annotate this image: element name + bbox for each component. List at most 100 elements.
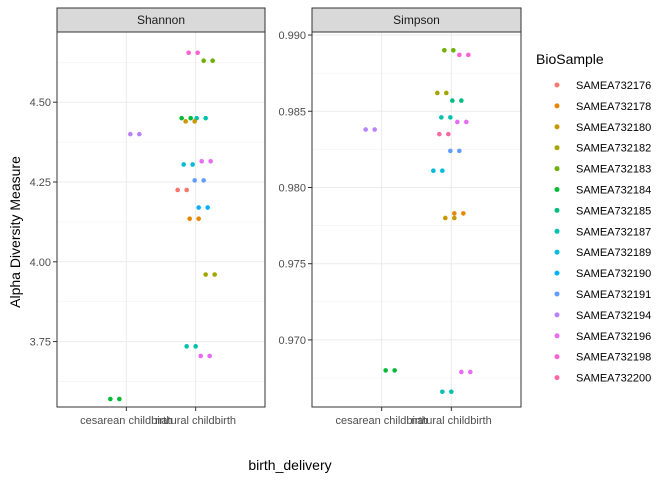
data-point <box>184 187 189 193</box>
facet-panels: Shannon 3.75 4.00 4.25 4.50 cesarean childbir… <box>30 7 522 427</box>
y-tick-label: 3.75 <box>30 337 51 349</box>
data-point <box>190 162 195 167</box>
facet-strip-label: Simpson <box>393 13 440 27</box>
legend-entry-label: SAMEA732183 <box>576 164 651 176</box>
legend-key <box>554 312 560 318</box>
data-point <box>205 205 210 210</box>
legend-entry-label: SAMEA732176 <box>576 80 651 92</box>
y-tick-label: 4.50 <box>30 97 51 109</box>
legend-entry-label: SAMEA732200 <box>576 373 651 385</box>
data-point <box>199 158 204 164</box>
data-point <box>457 52 462 58</box>
y-tick-label: 0.970 <box>278 335 306 347</box>
x-tick-label: cesarean childbirth <box>335 415 427 427</box>
data-point <box>196 216 201 222</box>
legend-entry-label: SAMEA732194 <box>576 310 651 322</box>
data-point <box>175 187 180 193</box>
legend-entry-label: SAMEA732185 <box>576 205 651 217</box>
facet-simpson: Simpson 0.970 0.975 0.980 0.985 0.990 cesarean… <box>278 7 522 427</box>
data-point <box>203 272 208 277</box>
data-point <box>435 90 440 96</box>
data-point <box>440 168 445 174</box>
legend-key <box>554 124 560 130</box>
legend-key <box>554 291 560 297</box>
data-point <box>201 178 206 183</box>
data-point <box>363 127 368 132</box>
data-point <box>187 216 192 222</box>
y-tick-label: 0.990 <box>278 30 306 42</box>
data-point <box>444 90 449 96</box>
legend-key <box>554 82 560 88</box>
data-point <box>446 131 451 137</box>
legend-title: BioSample <box>536 51 604 67</box>
legend-entry-label: SAMEA732190 <box>576 268 651 280</box>
x-tick-label: natural childbirth <box>411 415 492 427</box>
data-point <box>452 215 457 221</box>
legend-key <box>554 375 560 381</box>
data-point <box>459 98 464 103</box>
legend-key <box>554 166 560 172</box>
data-point <box>208 158 213 164</box>
data-point <box>192 119 197 124</box>
data-point <box>443 215 448 221</box>
data-point <box>464 119 469 125</box>
legend-entry-label: SAMEA732180 <box>576 122 651 134</box>
y-tick-label: 0.985 <box>278 106 306 118</box>
data-point <box>452 211 457 216</box>
legend-entry-label: SAMEA732189 <box>576 247 651 259</box>
data-point <box>198 353 203 359</box>
data-point <box>450 98 455 103</box>
data-point <box>212 272 217 277</box>
data-point <box>457 148 462 154</box>
data-point <box>439 115 444 120</box>
data-point <box>383 368 388 373</box>
y-tick-label: 0.975 <box>278 259 306 271</box>
data-point <box>455 119 460 125</box>
y-axis-label: Alpha Diversity Measure <box>7 156 23 308</box>
panel-background <box>312 32 521 407</box>
x-tick-label: cesarean childbirth <box>80 415 172 427</box>
data-point <box>451 47 456 53</box>
data-point <box>207 353 212 359</box>
legend-entry-label: SAMEA732178 <box>576 101 651 113</box>
legend-entry-label: SAMEA732184 <box>576 185 651 197</box>
legend-key <box>554 333 560 339</box>
data-point <box>128 131 133 137</box>
legend-entry-label: SAMEA732187 <box>576 226 651 238</box>
data-point <box>392 368 397 373</box>
legend-entry-label: SAMEA732198 <box>576 352 651 364</box>
data-point <box>466 52 471 58</box>
legend-key <box>554 145 560 151</box>
data-point <box>196 205 201 210</box>
data-point <box>440 389 445 395</box>
data-point <box>437 131 442 137</box>
y-tick-label: 4.25 <box>30 177 51 189</box>
data-point <box>449 389 454 395</box>
legend-key <box>554 103 560 109</box>
legend-key <box>554 354 560 360</box>
data-point <box>179 115 184 121</box>
panel-border <box>56 31 266 408</box>
data-point <box>137 131 142 137</box>
data-point <box>183 119 188 124</box>
data-point <box>448 115 453 120</box>
legend: BioSample SAMEA732176 SAMEA732178 SAMEA732… <box>536 51 651 385</box>
data-point <box>108 396 113 402</box>
data-point <box>210 58 215 64</box>
legend-key <box>554 270 560 276</box>
x-axis-label: birth_delivery <box>248 457 331 473</box>
data-point <box>117 396 122 402</box>
data-point <box>186 50 191 56</box>
legend-key <box>554 187 560 192</box>
data-point <box>468 369 473 375</box>
data-point <box>201 58 206 64</box>
data-point <box>203 115 208 121</box>
data-point <box>181 162 186 167</box>
data-point <box>461 211 466 216</box>
data-point <box>195 50 200 56</box>
legend-entry-label: SAMEA732182 <box>576 143 651 155</box>
data-point <box>188 115 193 121</box>
data-point <box>442 47 447 53</box>
legend-entry-label: SAMEA732196 <box>576 331 651 343</box>
